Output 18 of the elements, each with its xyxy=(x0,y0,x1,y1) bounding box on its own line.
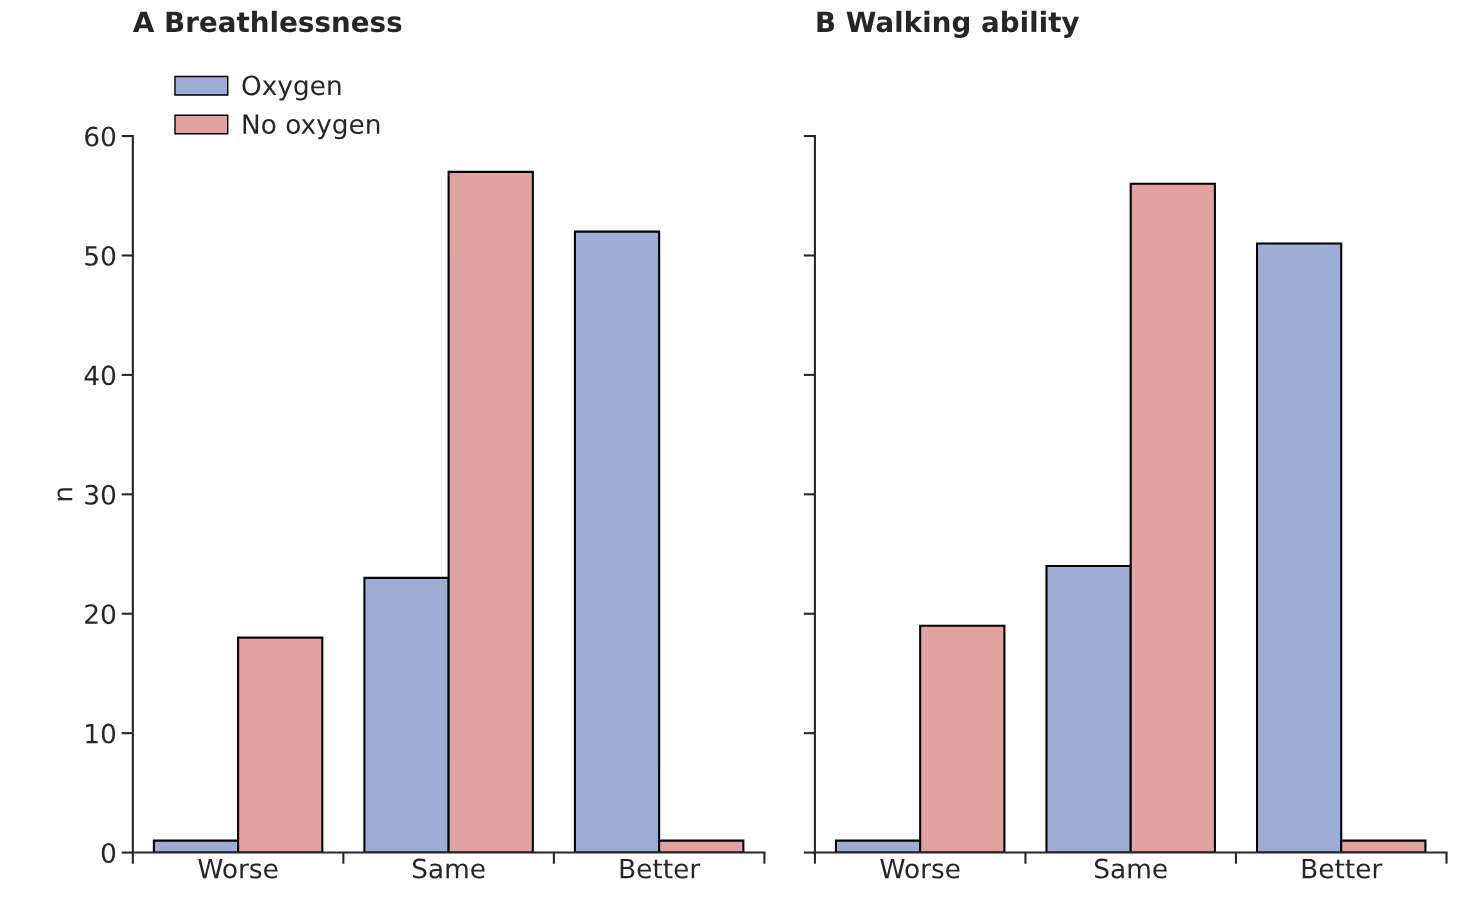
x-tick-label: Worse xyxy=(198,858,278,879)
y-axis-title: n xyxy=(57,488,73,501)
y-tick-label: 30 xyxy=(85,484,116,505)
y-tick-label: 0 xyxy=(101,843,116,863)
y-tick-label: 50 xyxy=(85,245,116,266)
x-tick-label: Worse xyxy=(880,858,960,879)
chart-title: A Breathlessness xyxy=(132,10,402,33)
chart-title: B Walking ability xyxy=(817,10,1080,38)
x-tick-label: Better xyxy=(1302,858,1383,879)
legend-label: Oxygen xyxy=(242,75,341,101)
x-tick-label: Same xyxy=(1095,858,1167,879)
x-tick-label: Same xyxy=(412,858,485,879)
y-tick-label: 10 xyxy=(86,723,116,744)
legend-label: No oxygen xyxy=(243,114,380,140)
y-tick-label: 60 xyxy=(85,126,116,147)
y-tick-label: 20 xyxy=(85,604,116,625)
x-tick-label: Better xyxy=(620,858,701,879)
y-tick-label: 40 xyxy=(84,365,116,386)
